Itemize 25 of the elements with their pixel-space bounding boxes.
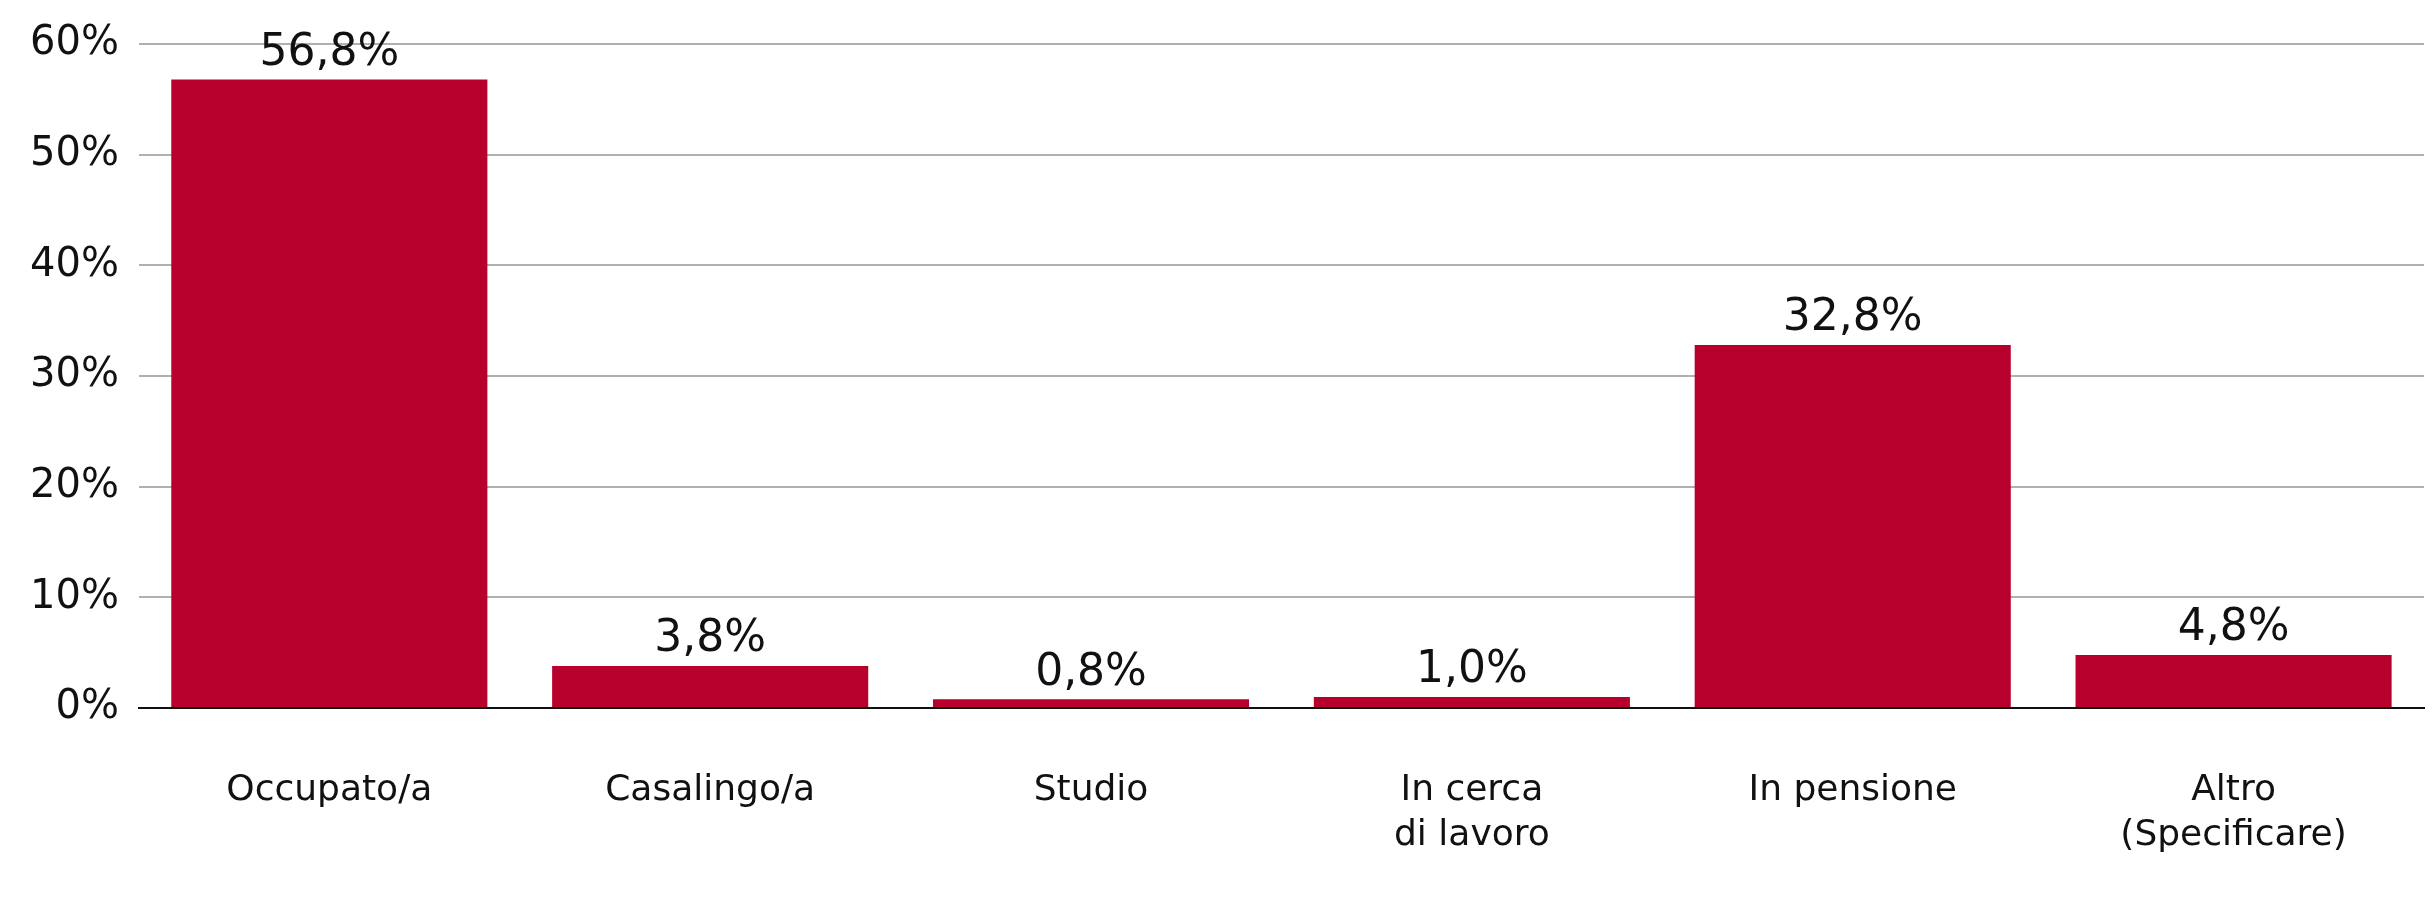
bar [171, 79, 488, 707]
y-tick-label: 50% [30, 128, 119, 175]
x-tick-label: Studio [1033, 766, 1149, 808]
bar [1694, 345, 2011, 707]
y-tick-label: 20% [30, 460, 119, 507]
data-label: 1,0% [1415, 641, 1528, 693]
bar [932, 699, 1250, 707]
bar [2075, 654, 2392, 707]
y-tick-label: 60% [30, 17, 119, 64]
x-tick-label: Altro (Specificare) [2120, 766, 2347, 853]
x-tick-label: In pensione [1748, 766, 1957, 808]
x-tick-label: Casalingo/a [605, 766, 816, 808]
bar [1313, 696, 1630, 707]
y-tick-label: 30% [30, 349, 119, 396]
y-tick-label: 10% [30, 570, 119, 617]
x-tick-label: In cerca di lavoro [1394, 766, 1550, 853]
data-label: 56,8% [259, 23, 400, 75]
data-label: 32,8% [1782, 289, 1923, 341]
y-tick-label: 40% [30, 238, 119, 285]
data-label: 3,8% [654, 610, 767, 662]
y-tick-label: 0% [55, 681, 119, 728]
bar [552, 665, 869, 707]
data-label: 4,8% [2177, 599, 2290, 651]
data-label: 0,8% [1035, 643, 1147, 695]
x-tick-label: Occupato/a [226, 766, 433, 808]
